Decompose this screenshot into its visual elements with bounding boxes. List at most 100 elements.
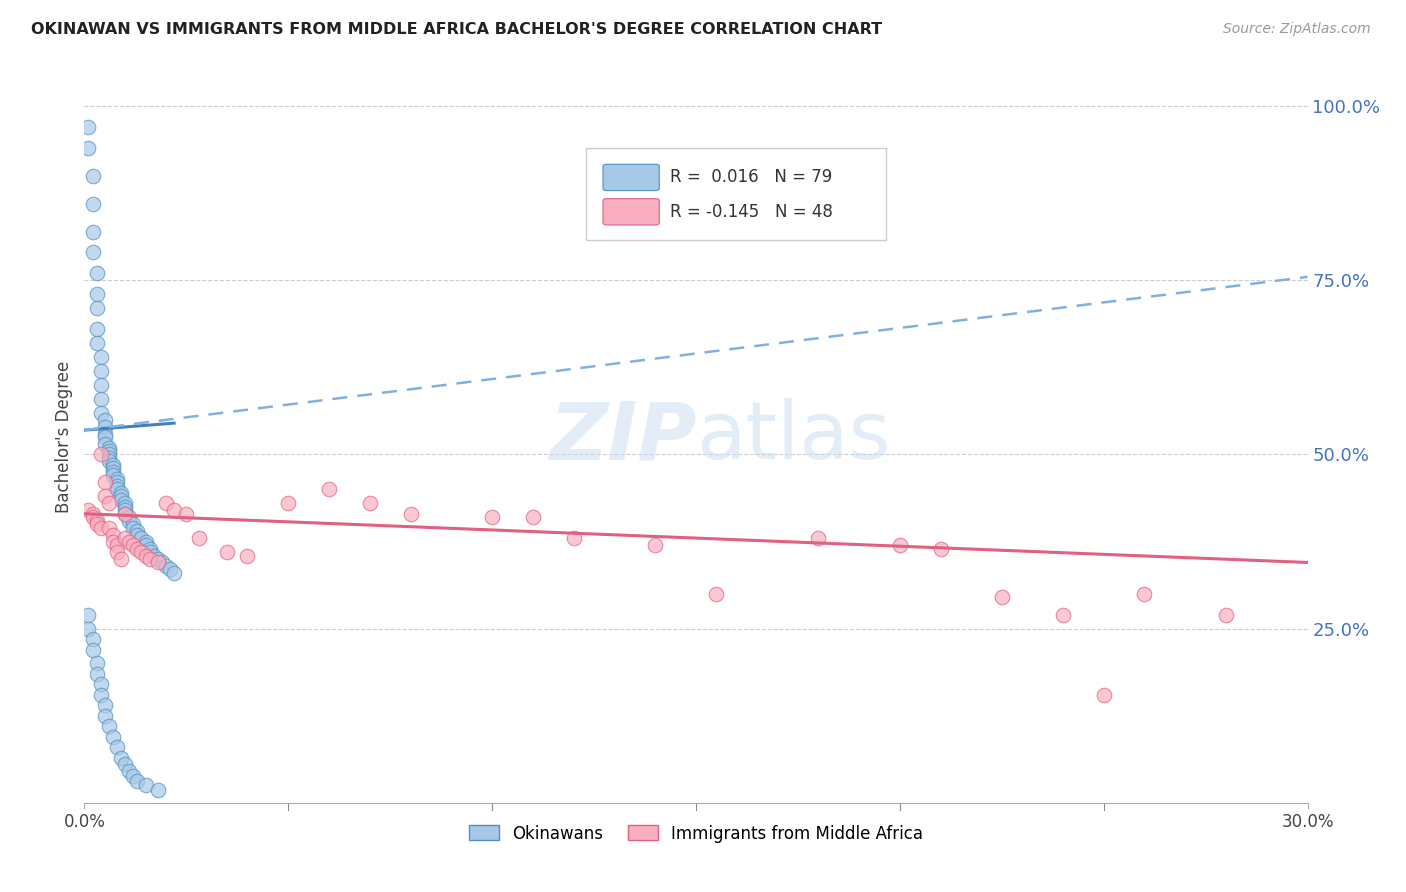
Point <box>138 545 160 559</box>
Point <box>110 492 132 507</box>
Point <box>97 521 120 535</box>
Point <box>114 507 136 521</box>
Point <box>97 444 120 458</box>
Point <box>1052 607 1074 622</box>
Point <box>150 556 173 570</box>
Point <box>82 632 104 646</box>
Point <box>889 538 911 552</box>
Point <box>97 496 120 510</box>
Point <box>135 549 157 563</box>
Point <box>110 489 132 503</box>
Point <box>163 566 186 580</box>
Point <box>86 322 108 336</box>
Point <box>93 430 115 444</box>
Point <box>217 545 239 559</box>
Point <box>163 503 186 517</box>
Point <box>110 552 132 566</box>
Point <box>101 468 124 483</box>
Point <box>86 301 108 316</box>
Point <box>86 336 108 351</box>
Point <box>90 350 112 364</box>
Point <box>93 475 115 490</box>
Point <box>277 496 299 510</box>
Text: ZIP: ZIP <box>548 398 696 476</box>
Point <box>86 287 108 301</box>
Point <box>82 225 104 239</box>
Point <box>82 245 104 260</box>
Point <box>114 500 136 514</box>
Point <box>82 196 104 211</box>
Point <box>97 448 120 462</box>
Point <box>97 441 120 455</box>
FancyBboxPatch shape <box>603 199 659 225</box>
Point <box>114 503 136 517</box>
Point <box>142 549 165 563</box>
Point <box>114 531 136 545</box>
Point <box>86 514 108 528</box>
Point <box>118 534 141 549</box>
Point <box>105 472 128 486</box>
Point <box>97 450 120 465</box>
Point <box>93 698 115 713</box>
Point <box>97 719 120 733</box>
Point <box>481 510 503 524</box>
Point <box>101 527 124 541</box>
Legend: Okinawans, Immigrants from Middle Africa: Okinawans, Immigrants from Middle Africa <box>463 818 929 849</box>
Point <box>155 558 177 573</box>
Point <box>807 531 830 545</box>
Point <box>155 496 177 510</box>
Point <box>127 524 149 538</box>
Point <box>93 437 115 451</box>
Point <box>118 514 141 528</box>
Point <box>90 364 112 378</box>
Point <box>1092 688 1115 702</box>
Point <box>991 591 1014 605</box>
Y-axis label: Bachelor's Degree: Bachelor's Degree <box>55 361 73 513</box>
Point <box>122 521 145 535</box>
Point <box>1215 607 1237 622</box>
Point <box>97 454 120 468</box>
Point <box>318 483 340 497</box>
Text: R = -0.145   N = 48: R = -0.145 N = 48 <box>671 202 834 221</box>
Point <box>105 545 128 559</box>
Point <box>110 485 132 500</box>
Point <box>127 527 149 541</box>
Point <box>86 657 108 671</box>
Point <box>86 667 108 681</box>
Point <box>77 141 100 155</box>
Point <box>359 496 381 510</box>
Point <box>93 419 115 434</box>
Point <box>118 764 141 779</box>
Point <box>135 534 157 549</box>
Point <box>82 169 104 183</box>
Point <box>93 489 115 503</box>
Point <box>522 510 544 524</box>
Point <box>114 507 136 521</box>
Point <box>131 531 153 545</box>
Point <box>138 552 160 566</box>
Point <box>90 392 112 406</box>
Point <box>146 783 169 797</box>
Text: Source: ZipAtlas.com: Source: ZipAtlas.com <box>1223 22 1371 37</box>
Point <box>101 458 124 472</box>
Point <box>90 406 112 420</box>
Point <box>174 507 197 521</box>
Point <box>706 587 728 601</box>
Point <box>90 677 112 691</box>
Point <box>122 538 145 552</box>
Point <box>114 757 136 772</box>
Point <box>399 507 422 521</box>
Point <box>114 496 136 510</box>
Point <box>105 538 128 552</box>
Point <box>77 622 100 636</box>
Point <box>82 642 104 657</box>
Point <box>127 541 149 556</box>
Point <box>562 531 585 545</box>
Point <box>110 750 132 764</box>
Point <box>138 541 160 556</box>
Point <box>101 465 124 479</box>
Text: atlas: atlas <box>696 398 890 476</box>
Point <box>105 483 128 497</box>
Point <box>131 545 153 559</box>
Point <box>101 461 124 475</box>
